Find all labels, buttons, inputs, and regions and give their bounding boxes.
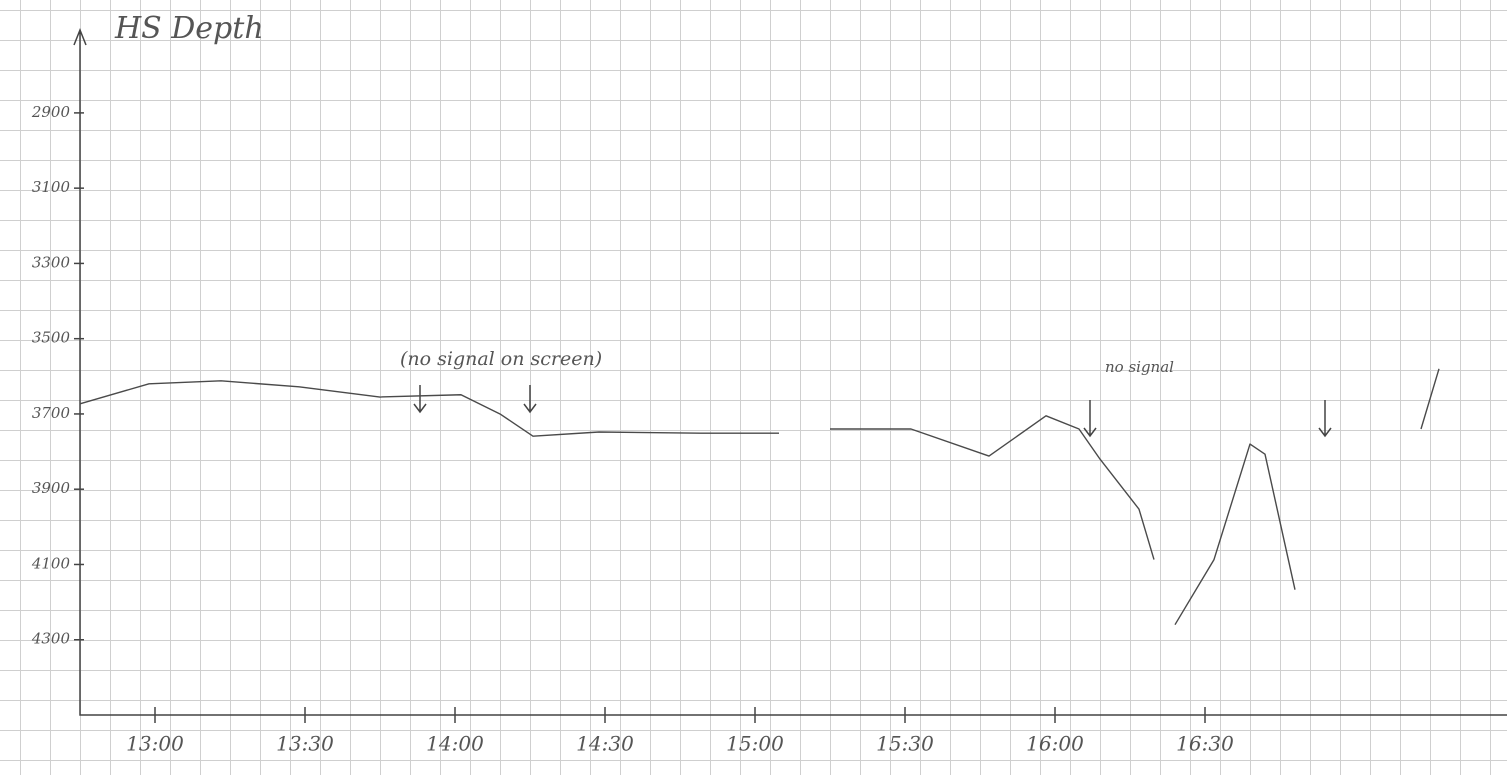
x-tick-label: 14:30	[576, 732, 634, 756]
x-tick-label: 16:00	[1026, 732, 1084, 756]
annotation: no signal	[1105, 358, 1174, 376]
y-tick-label: 2900	[31, 103, 71, 121]
y-tick-label: 3700	[32, 404, 71, 422]
x-tick-label: 13:30	[276, 732, 334, 756]
chart-title: HS Depth	[114, 11, 264, 46]
y-tick-label: 4300	[31, 630, 71, 648]
x-tick-label: 15:00	[726, 732, 784, 756]
y-tick-label: 3300	[32, 253, 71, 271]
x-tick-label: 13:00	[126, 732, 184, 756]
x-tick-label: 16:30	[1176, 732, 1234, 756]
x-tick-label: 14:00	[426, 732, 484, 756]
arrows	[73, 27, 1507, 716]
y-tick-label: 3100	[32, 178, 71, 196]
y-tick-label: 4100	[31, 554, 71, 572]
annotation: (no signal on screen)	[400, 348, 602, 370]
y-tick-label: 3500	[32, 329, 71, 347]
line	[79, 368, 1440, 626]
y-tick-label: 3900	[32, 479, 71, 497]
x-tick-label: 15:30	[876, 732, 934, 756]
